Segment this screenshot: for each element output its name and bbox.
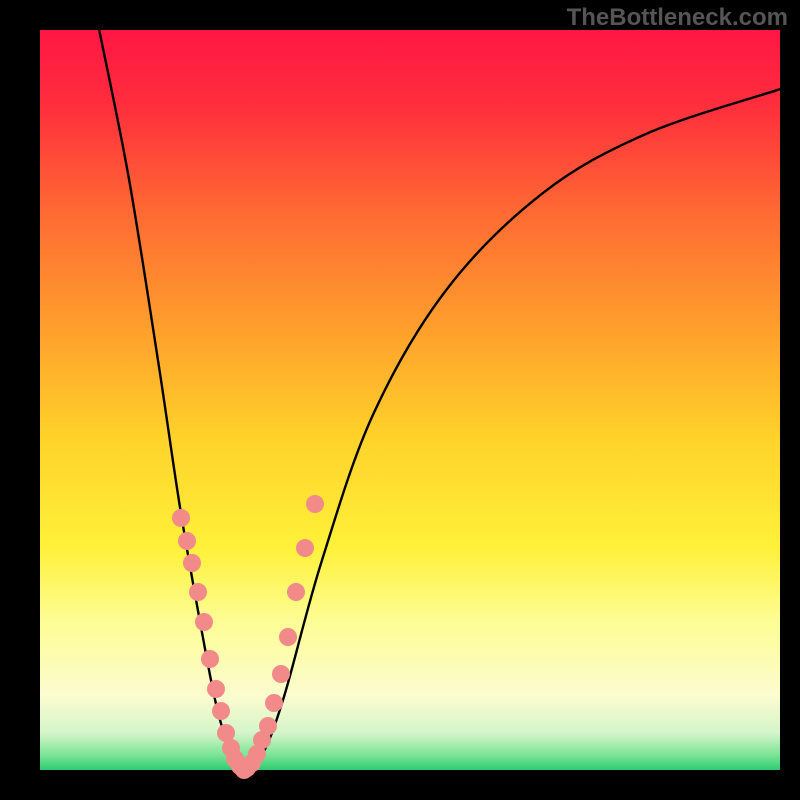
data-point (201, 650, 219, 668)
data-point (259, 717, 277, 735)
data-point (306, 495, 324, 513)
data-point (212, 702, 230, 720)
data-point (207, 680, 225, 698)
data-point (172, 509, 190, 527)
data-point (287, 583, 305, 601)
dots-layer (0, 0, 800, 800)
data-point (183, 554, 201, 572)
data-point (178, 532, 196, 550)
data-point (296, 539, 314, 557)
root-canvas: TheBottleneck.com (0, 0, 800, 800)
data-point (279, 628, 297, 646)
data-point (272, 665, 290, 683)
data-point (265, 694, 283, 712)
data-point (195, 613, 213, 631)
watermark-label: TheBottleneck.com (567, 4, 788, 32)
data-point (189, 583, 207, 601)
